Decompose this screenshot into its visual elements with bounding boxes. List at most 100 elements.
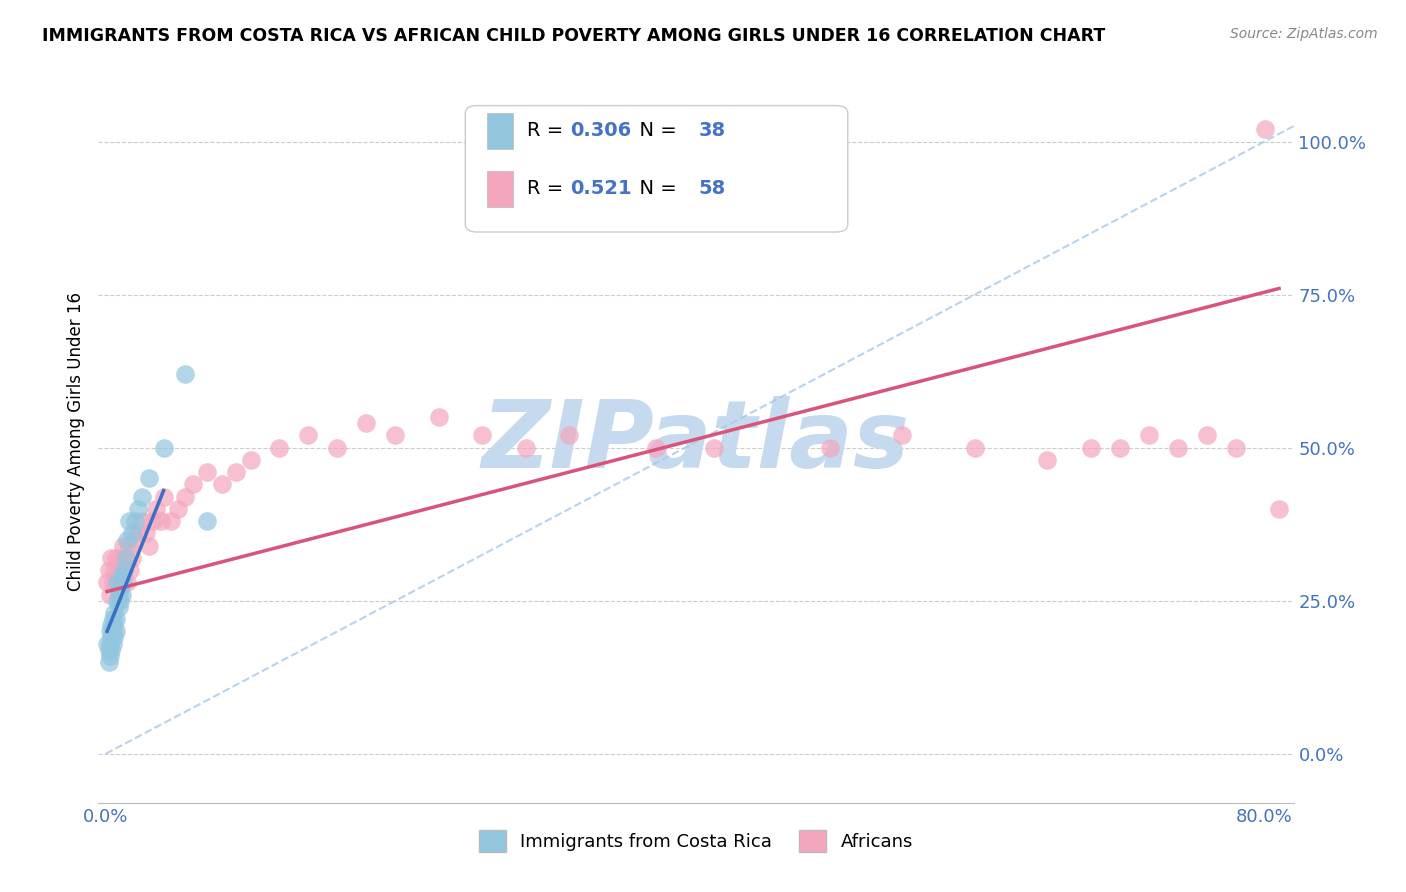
Point (118, 514, 141, 528)
Point (131, 514, 153, 528)
Text: ZIPatlas: ZIPatlas (482, 395, 910, 488)
Point (963, 441, 986, 455)
Point (115, 550, 138, 565)
Point (1253, 122, 1275, 136)
Point (114, 563, 136, 577)
Y-axis label: Child Poverty Among Girls Under 16: Child Poverty Among Girls Under 16 (66, 292, 84, 591)
Point (138, 539, 160, 553)
Point (138, 471, 160, 485)
Point (174, 490, 197, 504)
Point (100, 642, 122, 657)
Point (1225, 441, 1247, 455)
Point (115, 550, 138, 565)
Text: N =: N = (627, 179, 683, 198)
Point (104, 612, 127, 626)
Point (142, 514, 165, 528)
Point (103, 631, 125, 645)
Point (114, 563, 136, 577)
Point (101, 637, 124, 651)
Point (101, 612, 124, 626)
Point (107, 599, 129, 614)
Point (117, 575, 139, 590)
Point (891, 428, 914, 442)
Point (124, 533, 146, 547)
Point (195, 514, 218, 528)
Legend: Immigrants from Costa Rica, Africans: Immigrants from Costa Rica, Africans (471, 822, 921, 859)
Point (1195, 428, 1218, 442)
Point (107, 563, 129, 577)
Point (104, 550, 127, 565)
Point (100, 550, 122, 565)
Point (100, 618, 122, 632)
Point (101, 575, 124, 590)
Point (239, 453, 262, 467)
Point (195, 465, 218, 479)
Point (145, 502, 167, 516)
Point (97, 563, 120, 577)
Point (152, 490, 174, 504)
Point (101, 624, 124, 639)
Point (558, 428, 581, 442)
Point (98, 588, 121, 602)
Point (269, 441, 291, 455)
Point (121, 550, 143, 565)
Text: N =: N = (627, 121, 683, 140)
Point (427, 410, 450, 425)
Text: IMMIGRANTS FROM COSTA RICA VS AFRICAN CHILD POVERTY AMONG GIRLS UNDER 16 CORRELA: IMMIGRANTS FROM COSTA RICA VS AFRICAN CH… (42, 27, 1105, 45)
Point (103, 606, 125, 620)
Text: R =: R = (527, 179, 569, 198)
Point (645, 441, 668, 455)
Point (127, 526, 149, 541)
Point (97, 655, 120, 669)
Point (152, 441, 174, 455)
Point (103, 563, 125, 577)
Point (515, 441, 537, 455)
Text: 58: 58 (699, 179, 725, 198)
Point (108, 593, 131, 607)
Point (1137, 428, 1160, 442)
Point (96, 575, 118, 590)
Point (105, 593, 128, 607)
Text: R =: R = (527, 121, 569, 140)
Point (100, 631, 122, 645)
Text: Source: ZipAtlas.com: Source: ZipAtlas.com (1230, 27, 1378, 41)
Point (225, 465, 247, 479)
Text: 0.521: 0.521 (571, 179, 633, 198)
Point (98, 637, 121, 651)
Point (1108, 441, 1130, 455)
Point (120, 563, 142, 577)
Point (127, 502, 149, 516)
Point (384, 428, 406, 442)
Point (108, 550, 131, 565)
FancyBboxPatch shape (486, 112, 513, 149)
Point (131, 490, 153, 504)
Point (181, 477, 204, 491)
Point (124, 514, 146, 528)
Point (110, 575, 132, 590)
Point (818, 441, 841, 455)
Text: 0.306: 0.306 (571, 121, 631, 140)
Point (107, 588, 129, 602)
Point (96, 637, 118, 651)
FancyBboxPatch shape (486, 170, 513, 207)
Point (211, 477, 233, 491)
Point (703, 441, 725, 455)
Point (1080, 441, 1102, 455)
Point (110, 569, 132, 583)
Point (326, 441, 349, 455)
Point (160, 514, 183, 528)
Point (356, 416, 378, 430)
Point (117, 533, 139, 547)
Point (104, 624, 127, 639)
Point (149, 514, 172, 528)
Point (112, 575, 135, 590)
Point (105, 575, 128, 590)
Point (97, 642, 120, 657)
Point (135, 526, 157, 541)
Point (98, 648, 121, 663)
Point (1167, 441, 1189, 455)
Point (1268, 502, 1291, 516)
Text: 38: 38 (699, 121, 725, 140)
Point (118, 539, 141, 553)
Point (1036, 453, 1059, 467)
